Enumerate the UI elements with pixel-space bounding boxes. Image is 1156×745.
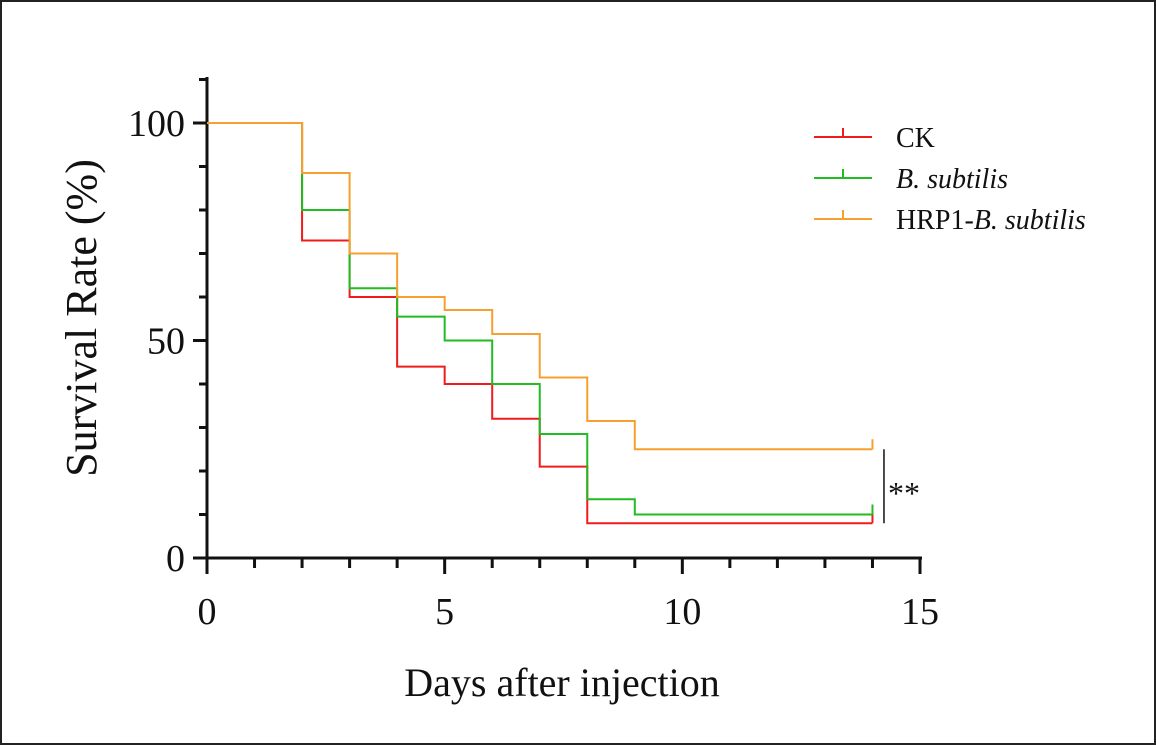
x-tick-label: 15 xyxy=(901,591,939,633)
significance-label: ** xyxy=(888,475,920,511)
y-axis-label: Survival Rate (%) xyxy=(57,159,106,477)
series-layer xyxy=(207,122,874,525)
legend-label-plain: CK xyxy=(896,123,935,154)
legend-label-italic: B. subtilis xyxy=(974,205,1086,236)
y-tick-label: 0 xyxy=(166,538,185,580)
x-axis-label: Days after injection xyxy=(404,660,719,705)
x-tick-label: 5 xyxy=(435,591,454,633)
survival-curve xyxy=(207,122,873,451)
legend-label: B. subtilis xyxy=(896,164,1008,195)
x-tick-label: 0 xyxy=(198,591,217,633)
y-tick-label: 100 xyxy=(128,103,185,145)
axes: 0 50 100 0 5 10 15 xyxy=(128,77,939,633)
survival-curve xyxy=(207,122,873,516)
legend-label: CK xyxy=(896,123,935,154)
annotation-layer: ** xyxy=(883,449,920,524)
legend-label-italic: B. subtilis xyxy=(896,164,1008,195)
x-tick-label: 10 xyxy=(663,591,701,633)
legend-label: HRP1-B. subtilis xyxy=(896,205,1086,236)
survival-curve xyxy=(207,122,873,525)
y-tick-label: 50 xyxy=(147,321,185,363)
legend-label-plain: HRP1- xyxy=(896,205,974,236)
